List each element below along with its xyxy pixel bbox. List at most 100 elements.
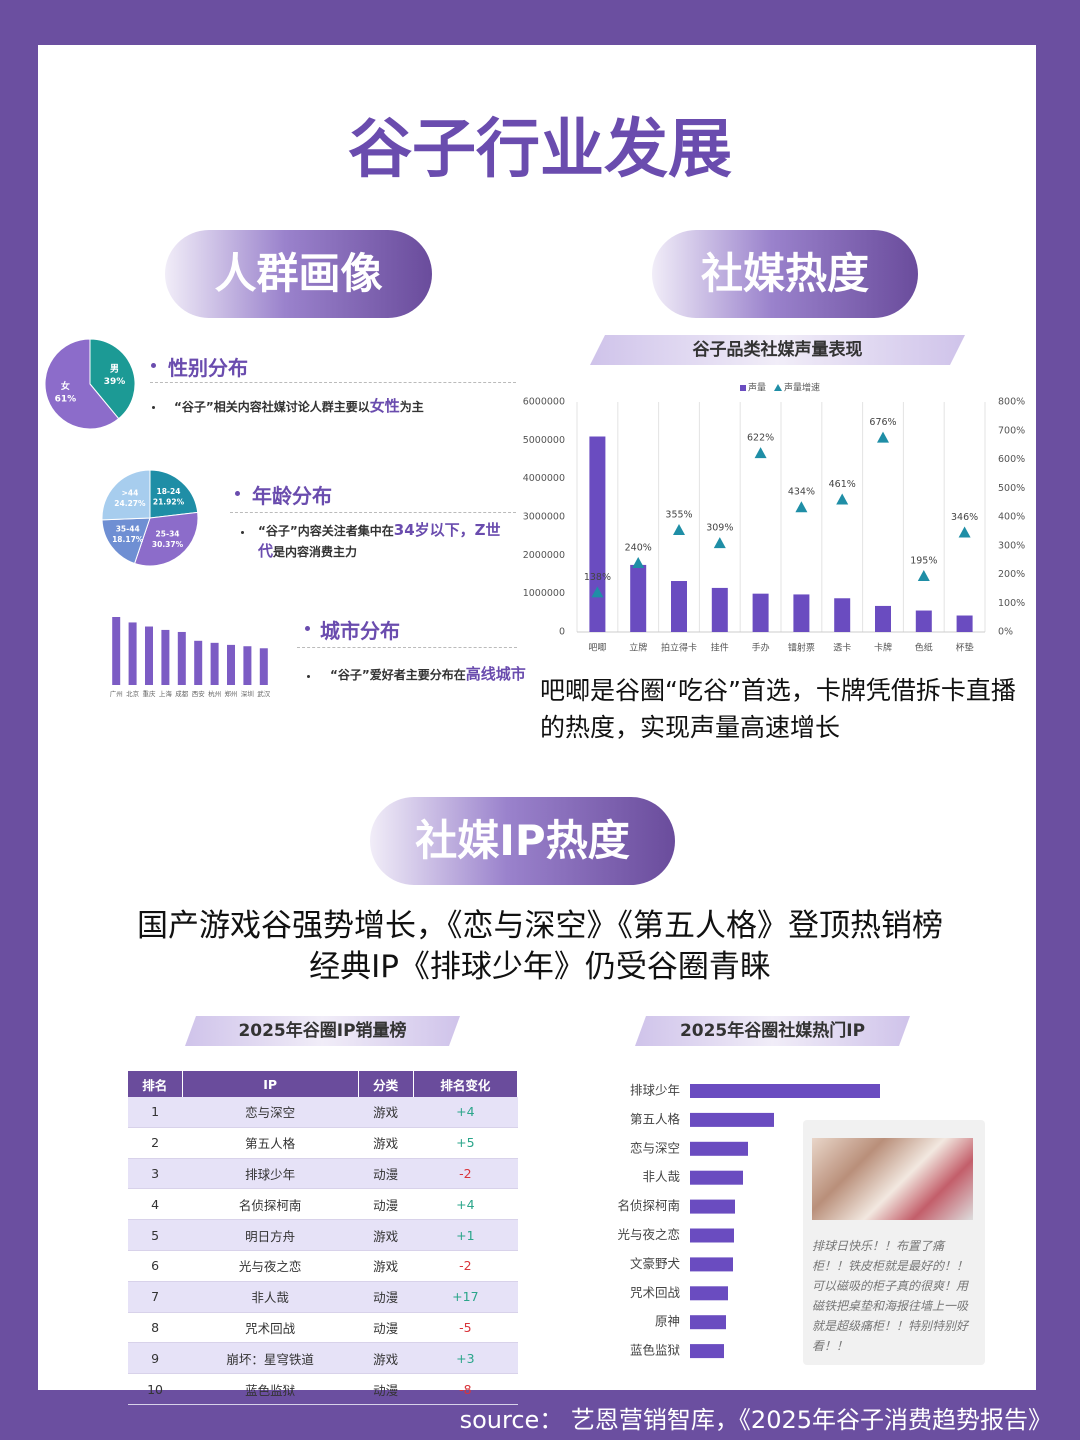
x-tick-label: 西安: [192, 689, 206, 698]
table-cell: +17: [413, 1281, 518, 1313]
bar: [145, 626, 153, 685]
header-row: 排名 IP 分类 排名变化: [128, 1071, 519, 1097]
growth-marker: [917, 569, 930, 581]
legend-label: 声量: [748, 382, 766, 394]
bar: [956, 615, 973, 632]
table-cell: -2: [413, 1250, 518, 1282]
table-row: 6 光与夜之恋 游戏 -2: [128, 1250, 518, 1282]
table-cell: +4: [413, 1097, 518, 1128]
y-tick-label: 排球少年: [630, 1083, 680, 1098]
y-tick-label: 2000000: [523, 550, 565, 561]
table-row: 5 明日方舟 游戏 +1: [128, 1219, 518, 1251]
slice-value: 18.17%: [112, 535, 144, 544]
bullet: [152, 406, 155, 409]
x-tick-label: 深圳: [241, 689, 254, 698]
x-tick-label: 上海: [159, 689, 173, 698]
y2-tick-label: 800%: [998, 397, 1025, 408]
table-cell: 动漫: [358, 1312, 414, 1344]
bar: [210, 642, 219, 685]
bar: [630, 564, 647, 632]
bar: [227, 644, 235, 685]
table-cell: 10: [128, 1373, 183, 1405]
table-cell: 5: [128, 1219, 183, 1251]
table-cell: 崩坏：星穹铁道: [182, 1342, 359, 1375]
legend-swatch: [774, 384, 782, 391]
table-cell: 3: [128, 1158, 183, 1190]
table-row: 3 排球少年 动漫 -2: [128, 1158, 518, 1190]
table-cell: 动漫: [358, 1158, 414, 1190]
table-cell: -5: [413, 1312, 518, 1344]
x-tick-label: 透卡: [833, 642, 851, 654]
table-cell: 名侦探柯南: [182, 1188, 359, 1221]
x-tick-label: 重庆: [143, 689, 157, 698]
bar: [690, 1344, 724, 1359]
growth-marker: [958, 526, 971, 538]
table-cell: 4: [128, 1188, 183, 1221]
y-tick-label: 原神: [655, 1314, 680, 1329]
y-tick-label: 5000000: [523, 435, 565, 446]
table-title: 2025年谷圈IP销量榜: [185, 1016, 460, 1046]
table-cell: 9: [128, 1342, 183, 1375]
slice-value: 24.27%: [114, 499, 146, 508]
header-cell: 排名: [128, 1071, 183, 1097]
photo: [812, 1138, 973, 1220]
note: “谷子”相关内容社媒讨论人群主要以女性为主: [174, 396, 424, 417]
x-tick-label: 吧唧: [588, 643, 606, 654]
table-cell: 动漫: [358, 1373, 414, 1405]
slice-value: 21.92%: [153, 497, 185, 506]
bar: [690, 1286, 728, 1301]
header-cell: IP: [182, 1071, 359, 1097]
y-tick-label: 非人哉: [642, 1169, 680, 1184]
y-tick-label: 0: [559, 627, 565, 638]
note-text: “谷子”内容关注者集中在: [258, 524, 394, 538]
chart-title: 2025年谷圈社媒热门IP: [635, 1016, 910, 1046]
y-tick-label: 名侦探柯南: [617, 1198, 680, 1213]
data-label: 461%: [829, 479, 856, 490]
y-tick-label: 1000000: [523, 588, 565, 599]
bullet: [235, 491, 240, 496]
table-cell: 2: [128, 1127, 183, 1159]
table-cell: 蓝色监狱: [182, 1373, 359, 1405]
table-cell: 动漫: [358, 1188, 414, 1221]
growth-marker: [673, 523, 685, 535]
note-highlight: 34岁以下，Z世代: [258, 521, 501, 560]
y-tick-label: 蓝色监狱: [630, 1343, 681, 1358]
bar: [194, 640, 203, 685]
x-tick-label: 武汉: [257, 689, 271, 698]
ip-line: 国产游戏谷强势增长，《恋与深空》《第五人格》登顶热销榜: [137, 908, 943, 944]
bar: [259, 648, 268, 685]
table-cell: 咒术回战: [182, 1312, 359, 1344]
x-tick-label: 手办: [752, 642, 770, 654]
x-tick-label: 立牌: [629, 642, 647, 654]
table-cell: 8: [128, 1312, 183, 1344]
bar: [690, 1141, 748, 1156]
slice-value: 61%: [55, 395, 77, 405]
table-row: 10 蓝色监狱 动漫 -8: [128, 1373, 518, 1405]
table-body: 1 恋与深空 游戏 +4 2 第五人格 游戏 +5 3 排球少年 动漫 -2 4 名侦探柯南 动漫 +4 5 明日…: [128, 1097, 518, 1405]
data-label: 138%: [584, 572, 611, 583]
growth-marker: [591, 586, 604, 598]
legend-swatch: [740, 385, 746, 391]
growth-marker: [836, 493, 849, 505]
bar: [589, 436, 606, 632]
note-highlight: 高线城市: [465, 665, 526, 683]
chart-title: 谷子品类社媒声量表现: [590, 335, 965, 365]
bullet: [241, 531, 244, 534]
data-label: 676%: [869, 417, 896, 428]
ip-line: 经典IP《排球少年》仍受谷圈青睐: [309, 949, 771, 985]
y-tick-label: 光与夜之恋: [617, 1227, 680, 1242]
data-label: 240%: [625, 543, 652, 554]
x-tick-label: 北京: [126, 689, 140, 698]
y2-tick-label: 400%: [998, 512, 1025, 523]
data-label: 309%: [706, 523, 733, 534]
table-row: 4 名侦探柯南 动漫 +4: [128, 1188, 518, 1221]
note: “谷子”爱好者主要分布在高线城市: [330, 664, 526, 685]
note-text: 为主: [399, 400, 424, 414]
y-tick-label: 第五人格: [630, 1111, 681, 1126]
table-row: 2 第五人格 游戏 +5: [128, 1127, 518, 1159]
bar: [177, 631, 186, 685]
table-cell: 排球少年: [182, 1158, 359, 1190]
growth-marker: [795, 501, 808, 513]
bar: [112, 617, 121, 685]
x-tick-label: 拍立得卡: [661, 642, 697, 654]
